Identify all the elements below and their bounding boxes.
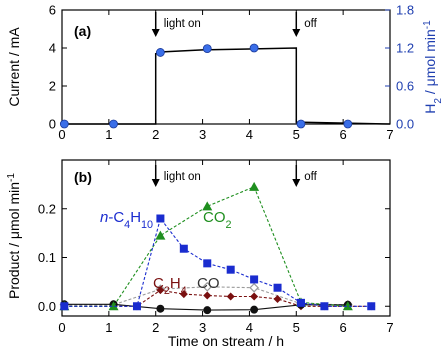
co-point (250, 284, 258, 292)
plot-frame-b (62, 160, 390, 316)
annotation-arrowhead-b (292, 179, 300, 187)
x-tick-label-a: 3 (199, 127, 206, 142)
x-tick-label-b: 6 (340, 320, 347, 335)
x-tick-label-b: 2 (152, 320, 159, 335)
x-tick-label-b: 1 (105, 320, 112, 335)
annotation-arrowhead-a (292, 29, 300, 37)
black_series-point (156, 305, 164, 313)
c2h4-point (203, 292, 211, 300)
series-label-co2: CO2 (203, 209, 232, 231)
y-tick-label-left-a: 6 (49, 3, 56, 18)
c4h10-point (297, 299, 305, 307)
c4h10-point (180, 245, 188, 253)
h2-point (110, 120, 118, 128)
c4h10-point (320, 302, 328, 310)
plot-frame-a (62, 10, 390, 124)
c4h10-point (367, 302, 375, 310)
annotation-label-a: light on (164, 18, 201, 30)
c4h10-point (274, 284, 282, 292)
series-label-c4h10: n-C4H10 (100, 209, 153, 231)
y-axis-label-right-a: H2 / μmol min-1 (422, 20, 441, 114)
y-tick-label-b: 0.1 (38, 250, 56, 265)
x-tick-label-a: 1 (105, 127, 112, 142)
x-tick-label-a: 5 (293, 127, 300, 142)
x-tick-label-a: 4 (246, 127, 253, 142)
y-axis-label-b: Product / μmol min-1 (6, 173, 23, 299)
c4h10-point (203, 259, 211, 267)
c2h4-point (227, 293, 235, 301)
series-line-c4h10 (64, 219, 371, 307)
x-tick-label-a: 0 (58, 127, 65, 142)
annotation-label-b: light on (164, 171, 201, 183)
c4h10-point (133, 302, 141, 310)
y-tick-label-right-a: 1.8 (396, 3, 414, 18)
x-axis-label-b: Time on stream / h (168, 333, 284, 349)
y-tick-label-b: 0.2 (38, 201, 56, 216)
c4h10-point (60, 302, 68, 310)
annotation-label-b: off (304, 171, 317, 183)
h2-point (250, 44, 258, 52)
panel-label-a: (a) (74, 23, 91, 39)
x-tick-label-b: 0 (58, 320, 65, 335)
co2-point (249, 182, 259, 191)
x-tick-label-a: 2 (152, 127, 159, 142)
annotation-arrowhead-a (152, 29, 160, 37)
x-tick-label-b: 5 (293, 320, 300, 335)
x-tick-label-a: 7 (386, 127, 393, 142)
y-tick-label-left-a: 2 (49, 79, 56, 94)
series-label-c2h4: C2H4 (153, 275, 187, 297)
c4h10-point (227, 266, 235, 274)
y-axis-label-left-a: Current / mA (6, 27, 22, 107)
x-tick-label-b: 7 (386, 320, 393, 335)
black_series-point (203, 306, 211, 314)
h2-point (297, 120, 305, 128)
series-current-line (62, 48, 390, 124)
y-tick-label-right-a: 0.6 (396, 79, 414, 94)
co2-point (155, 231, 165, 240)
h2-point (203, 45, 211, 53)
x-tick-label-a: 6 (340, 127, 347, 142)
annotation-label-a: off (304, 18, 317, 30)
y-tick-label-right-a: 1.2 (396, 41, 414, 56)
c2h4-point (274, 295, 282, 303)
y-tick-label-left-a: 0 (49, 117, 56, 132)
c4h10-point (156, 215, 164, 223)
c2h4-point (250, 293, 258, 301)
h2-point (60, 120, 68, 128)
y-tick-label-left-a: 4 (49, 41, 56, 56)
panel-label-b: (b) (74, 169, 92, 185)
black_series-point (250, 306, 258, 314)
h2-point (344, 120, 352, 128)
c4h10-point (250, 275, 258, 283)
y-tick-label-right-a: 0.0 (396, 117, 414, 132)
panel-a: 0 1 2 3 4 5 6 7 0 2 4 6 0.0 0.6 1.2 1.8 (a) Current / mA H… (6, 3, 441, 143)
y-tick-label-b: 0.0 (38, 299, 56, 314)
series-label-co: CO (197, 275, 220, 292)
h2-point (156, 48, 164, 56)
annotation-arrowhead-b (152, 179, 160, 187)
